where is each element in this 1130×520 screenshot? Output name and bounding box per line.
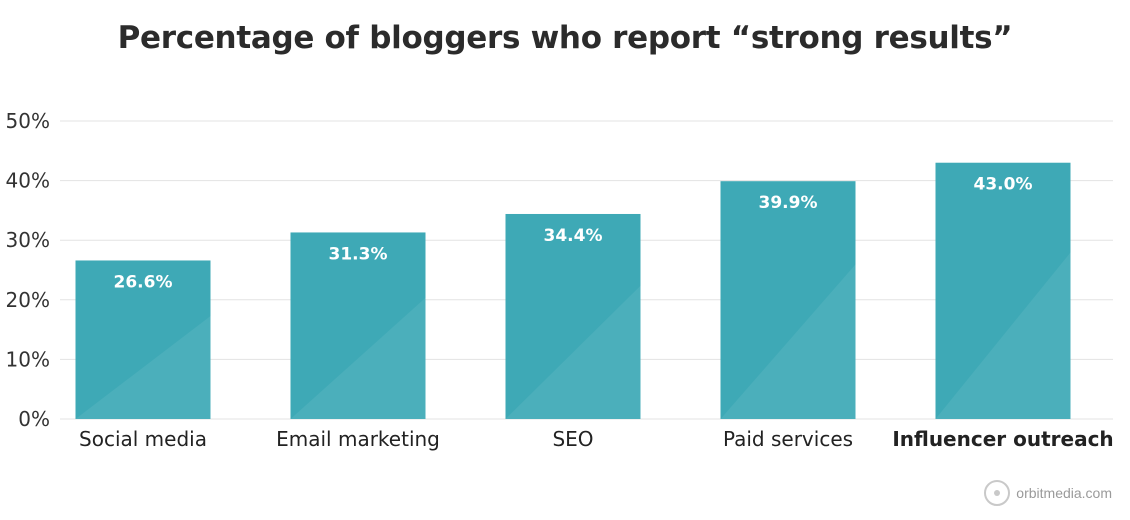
bar-5	[935, 162, 1071, 419]
chart-title: Percentage of bloggers who report “stron…	[117, 20, 1013, 56]
y-tick-label: 40%	[6, 169, 50, 193]
bar-4	[720, 181, 856, 419]
bars	[75, 162, 1071, 419]
y-tick-label: 30%	[6, 228, 50, 252]
x-tick-label: Social media	[79, 427, 207, 451]
data-label: 43.0%	[974, 175, 1033, 195]
data-label: 34.4%	[544, 226, 603, 246]
brand-text: orbitmedia.com	[1016, 485, 1112, 501]
brand-watermark: orbitmedia.com	[984, 480, 1112, 506]
x-tick-label: Email marketing	[276, 427, 440, 451]
bar-shade-4	[720, 264, 856, 419]
data-label: 31.3%	[329, 244, 388, 264]
bar-1	[75, 260, 211, 419]
y-tick-label: 0%	[18, 407, 50, 431]
y-axis: 0% 10% 20% 30% 40% 50%	[6, 109, 50, 431]
bar-2	[290, 232, 426, 419]
x-tick-label: Paid services	[723, 427, 853, 451]
bar-shade-5	[935, 252, 1071, 419]
x-tick-label: SEO	[552, 427, 593, 451]
orbit-logo-icon	[984, 480, 1011, 506]
bar-shade-1	[75, 315, 211, 419]
data-label: 39.9%	[759, 193, 818, 213]
bar-3	[505, 213, 641, 419]
data-label: 26.6%	[114, 272, 173, 292]
y-tick-label: 50%	[6, 109, 50, 133]
data-labels: 26.6% 31.3% 34.4% 39.9% 43.0%	[114, 175, 1033, 293]
bar-shade-3	[505, 285, 641, 419]
y-tick-label: 10%	[6, 347, 50, 371]
bar-shade-2	[290, 297, 426, 419]
x-tick-label: Influencer outreach	[892, 427, 1113, 451]
y-tick-label: 20%	[6, 288, 50, 312]
x-axis: Social media Email marketing SEO Paid servi…	[79, 427, 1114, 451]
